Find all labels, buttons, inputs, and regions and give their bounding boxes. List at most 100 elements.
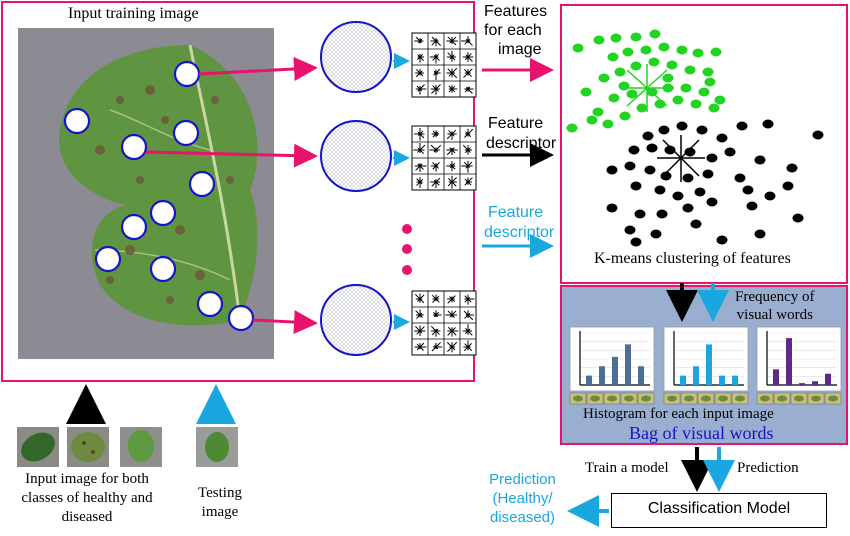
cluster-point (630, 32, 642, 42)
classification-model-label: Classification Model (647, 500, 791, 517)
cluster-point (690, 219, 702, 229)
cluster-point (642, 131, 654, 141)
cluster-point (754, 229, 766, 239)
ellipsis-dots (402, 224, 412, 275)
cluster-point (566, 123, 578, 133)
visual-word-thumbnail (760, 395, 770, 402)
cluster-point (698, 87, 710, 97)
input-image-caption: Input image for both classes of healthy … (21, 471, 153, 525)
cluster-point (586, 115, 598, 125)
cluster-point (762, 119, 774, 129)
histogram-bar (638, 366, 644, 385)
cluster-point (606, 165, 618, 175)
cluster-point (792, 213, 804, 223)
visual-word-thumbnail (641, 395, 651, 402)
cluster-point (708, 103, 720, 113)
sift-grid-icon (411, 125, 477, 191)
cluster-point (672, 191, 684, 201)
cluster-point (724, 147, 736, 157)
cluster-point (702, 67, 714, 77)
cluster-point (684, 65, 696, 75)
feature-descriptor-black-label: Feature descriptor (486, 115, 557, 152)
cluster-point (619, 111, 631, 121)
cluster-point (682, 203, 694, 213)
visual-word-thumbnail (777, 395, 787, 402)
cluster-point (746, 201, 758, 211)
cluster-point (710, 47, 722, 57)
cluster-point (628, 145, 640, 155)
sift-grid-icon (411, 290, 477, 356)
cluster-point (666, 60, 678, 70)
classification-model-box (611, 493, 827, 528)
cluster-point (626, 89, 638, 99)
cluster-point (782, 181, 794, 191)
histogram-bar (812, 381, 818, 385)
cluster-point (716, 133, 728, 143)
cluster-point (648, 57, 660, 67)
visual-word-thumbnail (684, 395, 694, 402)
cluster-point (714, 95, 726, 105)
visual-word-thumbnail (667, 395, 677, 402)
cluster-point (706, 153, 718, 163)
cluster-point (610, 33, 622, 43)
visual-word-thumbnail (794, 395, 804, 402)
cluster-point (660, 171, 672, 181)
cluster-point (624, 225, 636, 235)
cluster-point (684, 147, 696, 157)
cluster-point (654, 185, 666, 195)
cluster-point (607, 52, 619, 62)
cluster-point (786, 163, 798, 173)
cluster-point (634, 209, 646, 219)
histogram-bar (799, 383, 805, 385)
cluster-point (608, 93, 620, 103)
cluster-point (630, 181, 642, 191)
histogram-bar (773, 369, 779, 385)
cluster-point (622, 47, 634, 57)
train-a-model-label: Train a model (585, 460, 669, 476)
training-image-title: Input training image (68, 5, 199, 22)
histogram-bar (599, 366, 605, 385)
cluster-point (656, 209, 668, 219)
cluster-point (736, 121, 748, 131)
cluster-point (692, 48, 704, 58)
detector-circles (63, 60, 255, 332)
training-image-panel (1, 1, 475, 382)
cluster-point (580, 87, 592, 97)
cluster-point (618, 81, 630, 91)
cluster-point (696, 125, 708, 135)
visual-word-thumbnail (573, 395, 583, 402)
frequency-of-visual-words-label: Frequency of visual words (735, 289, 815, 323)
cluster-point (734, 173, 746, 183)
cluster-point (658, 125, 670, 135)
histogram-bar (612, 356, 618, 385)
cluster-point (812, 130, 824, 140)
prediction-arrow-label: Prediction (737, 460, 799, 476)
cluster-point (764, 191, 776, 201)
histogram-bar (719, 375, 725, 385)
prediction-output-label: Prediction (Healthy/ diseased) (489, 471, 556, 526)
cluster-point (682, 173, 694, 183)
cluster-point (614, 67, 626, 77)
cluster-point (664, 145, 676, 155)
cluster-point (754, 155, 766, 165)
cluster-point (624, 161, 636, 171)
feature-descriptor-cyan-label: Feature descriptor (484, 204, 555, 241)
cluster-point (606, 203, 618, 213)
features-for-each-image-label: Features for each image (484, 3, 548, 58)
cluster-point (716, 235, 728, 245)
histogram-bar (706, 344, 712, 385)
visual-word-thumbnail (607, 395, 617, 402)
cluster-point (644, 165, 656, 175)
cluster-point (649, 29, 661, 39)
green-centroid-icon (620, 64, 674, 112)
cluster-point (593, 35, 605, 45)
histograms (569, 326, 842, 405)
cluster-point (742, 185, 754, 195)
cluster-point (636, 103, 648, 113)
cluster-point (572, 43, 584, 53)
cluster-point (662, 73, 674, 83)
cluster-point (592, 107, 604, 117)
cluster-point (658, 42, 670, 52)
